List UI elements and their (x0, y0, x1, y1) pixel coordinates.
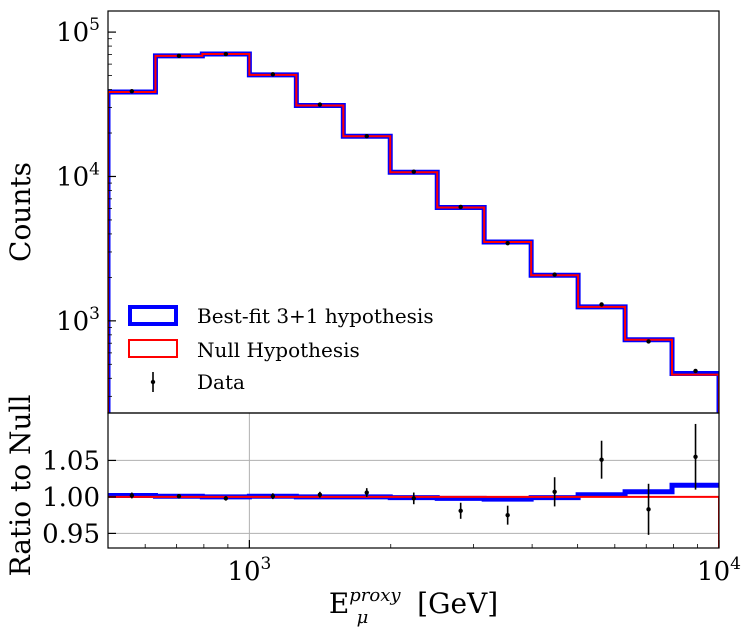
ratio-frame (107, 412, 720, 549)
data-point (411, 169, 416, 174)
ratio-data-point (505, 512, 510, 518)
data-point (270, 72, 276, 77)
x-tick-label-base: 10 (697, 557, 730, 587)
legend-label-null: Null Hypothesis (197, 338, 360, 362)
y-tick-label-base: 10 (56, 162, 89, 192)
ratio-y-tick-label: 1.00 (42, 483, 100, 513)
ratio-data-point (411, 496, 416, 501)
y-tick-label: 105 (56, 15, 100, 48)
y-tick-label-exp: 3 (89, 304, 100, 324)
main-plot-area (108, 51, 719, 413)
x-axis-label: Eproxy μ [GeV] (329, 585, 498, 628)
data-point (223, 51, 229, 57)
ratio-y-axis-label: Ratio to Null (4, 395, 37, 577)
main-series (108, 51, 719, 413)
ratio-data-point (270, 493, 276, 499)
data-point (505, 241, 510, 246)
x-tick-label: 104 (697, 554, 741, 587)
x-label-unit: [GeV] (408, 587, 498, 620)
x-tick-label-base: 10 (227, 557, 260, 587)
data-point (693, 368, 698, 374)
data-point (176, 53, 182, 59)
ratio-data-point (552, 489, 557, 495)
x-label-sub: μ (357, 607, 369, 628)
ratio-data-point (693, 454, 698, 459)
y-tick-label-base: 10 (56, 307, 89, 337)
y-tick-label-exp: 4 (89, 159, 100, 179)
data-point (129, 88, 135, 94)
panel-frames (107, 10, 720, 549)
x-tick-label: 103 (227, 554, 271, 587)
legend-swatch-best-fit (128, 305, 178, 326)
null-ratio-line (108, 495, 719, 548)
ratio-y-tick-label: 0.95 (42, 519, 100, 549)
x-tick-label-exp: 4 (730, 554, 741, 574)
y-tick-label: 103 (56, 304, 100, 337)
y-axis-label: Counts (4, 162, 37, 262)
ratio-data-point (317, 492, 323, 497)
ratio-data-point (129, 493, 135, 498)
ratio-data-point (599, 457, 604, 462)
ratio-data-point (364, 490, 369, 495)
x-label-base: E (329, 587, 349, 620)
ratio-series (108, 423, 719, 548)
ratio-plot-area (108, 423, 719, 548)
legend-swatch-data-point (150, 379, 156, 385)
ratio-y-tick-label: 1.05 (42, 446, 100, 476)
y-tick-label: 104 (56, 159, 100, 192)
ratio-data-point (646, 507, 651, 512)
y-tick-label-base: 10 (56, 18, 89, 48)
data-point (364, 134, 369, 139)
x-tick-label-exp: 3 (261, 554, 272, 574)
ratio-data-point (223, 496, 229, 501)
ratio-grid (108, 413, 720, 548)
legend: Best-fit 3+1 hypothesis Null Hypothesis Da… (128, 304, 434, 394)
legend-label-data: Data (197, 370, 245, 394)
data-point (599, 302, 604, 307)
data-point (458, 204, 463, 210)
data-point (552, 272, 557, 277)
legend-swatch-null (128, 339, 178, 358)
y-tick-label-exp: 5 (89, 15, 100, 35)
legend-label-best-fit: Best-fit 3+1 hypothesis (197, 304, 434, 328)
data-point (317, 102, 323, 107)
data-point (646, 339, 651, 344)
x-label-sup: proxy (349, 585, 401, 606)
ratio-data-point (458, 508, 463, 513)
ratio-data-point (176, 493, 182, 499)
